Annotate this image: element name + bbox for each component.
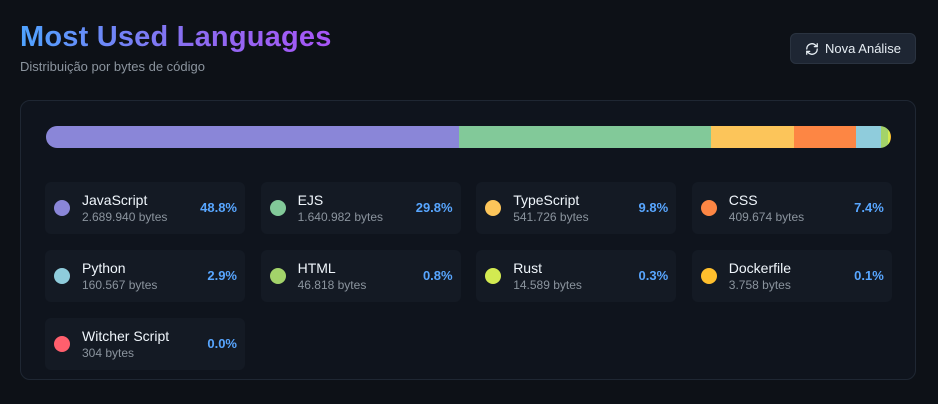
language-bytes: 1.640.982 bytes: [297, 210, 383, 224]
language-bytes: 14.589 bytes: [513, 278, 582, 292]
language-bytes: 3.758 bytes: [728, 278, 791, 292]
language-item-typescript: TypeScript 541.726 bytes 9.8%: [476, 182, 677, 234]
refresh-icon: [806, 42, 818, 55]
language-bytes: 160.567 bytes: [82, 278, 158, 292]
language-item-dockerfile: Dockerfile 3.758 bytes 0.1%: [691, 250, 892, 302]
language-color-dot: [54, 200, 70, 216]
language-color-dot: [269, 268, 286, 284]
language-name: JavaScript: [82, 192, 148, 208]
language-item-witcher-script: Witcher Script 304 bytes 0.0%: [45, 318, 245, 370]
language-bytes: 409.674 bytes: [728, 210, 805, 224]
bar-segment-python: [856, 126, 881, 148]
language-percent: 0.0%: [207, 336, 237, 351]
language-bytes: 46.818 bytes: [297, 278, 367, 292]
language-color-dot: [269, 200, 286, 216]
bar-segment-typescript: [710, 126, 794, 148]
language-percent: 0.3%: [638, 268, 669, 283]
language-percent: 48.8%: [200, 200, 237, 215]
language-name: Witcher Script: [82, 328, 170, 344]
language-percent: 9.8%: [638, 200, 669, 215]
page-title: Most Used Languages: [20, 21, 332, 53]
language-distribution-bar: [46, 126, 891, 148]
new-analysis-label: Nova Análise: [825, 41, 901, 56]
language-item-html: HTML 46.818 bytes 0.8%: [260, 250, 461, 302]
bar-segment-dockerfile: [890, 126, 891, 148]
language-percent: 0.1%: [854, 268, 884, 283]
language-item-ejs: EJS 1.640.982 bytes 29.8%: [260, 182, 461, 234]
language-name: EJS: [297, 192, 324, 208]
language-bytes: 2.689.940 bytes: [82, 210, 168, 224]
language-color-dot: [700, 200, 717, 216]
language-name: Rust: [513, 260, 542, 276]
language-name: Dockerfile: [728, 260, 792, 276]
language-color-dot: [54, 336, 70, 352]
new-analysis-button[interactable]: Nova Análise: [790, 33, 916, 64]
language-bytes: 304 bytes: [82, 346, 135, 360]
languages-card: JavaScript 2.689.940 bytes 48.8% EJS 1.640.9…: [20, 100, 916, 380]
language-color-dot: [485, 268, 502, 284]
language-name: TypeScript: [513, 192, 580, 208]
language-item-python: Python 160.567 bytes 2.9%: [45, 250, 245, 302]
language-item-javascript: JavaScript 2.689.940 bytes 48.8%: [45, 182, 245, 234]
language-percent: 7.4%: [854, 200, 884, 215]
page-subtitle: Distribuição por bytes de código: [20, 59, 205, 74]
languages-grid: JavaScript 2.689.940 bytes 48.8% EJS 1.640.9…: [45, 182, 892, 370]
language-percent: 0.8%: [422, 268, 453, 283]
language-color-dot: [700, 268, 717, 284]
language-item-css: CSS 409.674 bytes 7.4%: [691, 182, 892, 234]
language-percent: 2.9%: [207, 268, 237, 283]
language-name: Python: [82, 260, 126, 276]
language-color-dot: [485, 200, 502, 216]
bar-segment-ejs: [458, 126, 711, 148]
language-name: HTML: [297, 260, 336, 276]
language-color-dot: [54, 268, 70, 284]
language-name: CSS: [728, 192, 758, 208]
language-item-rust: Rust 14.589 bytes 0.3%: [476, 250, 677, 302]
bar-segment-javascript: [46, 126, 459, 148]
bar-segment-css: [793, 126, 857, 148]
bar-segment-html: [880, 126, 888, 148]
language-percent: 29.8%: [415, 200, 453, 215]
bar-segment-rust: [887, 126, 891, 148]
language-bytes: 541.726 bytes: [513, 210, 589, 224]
